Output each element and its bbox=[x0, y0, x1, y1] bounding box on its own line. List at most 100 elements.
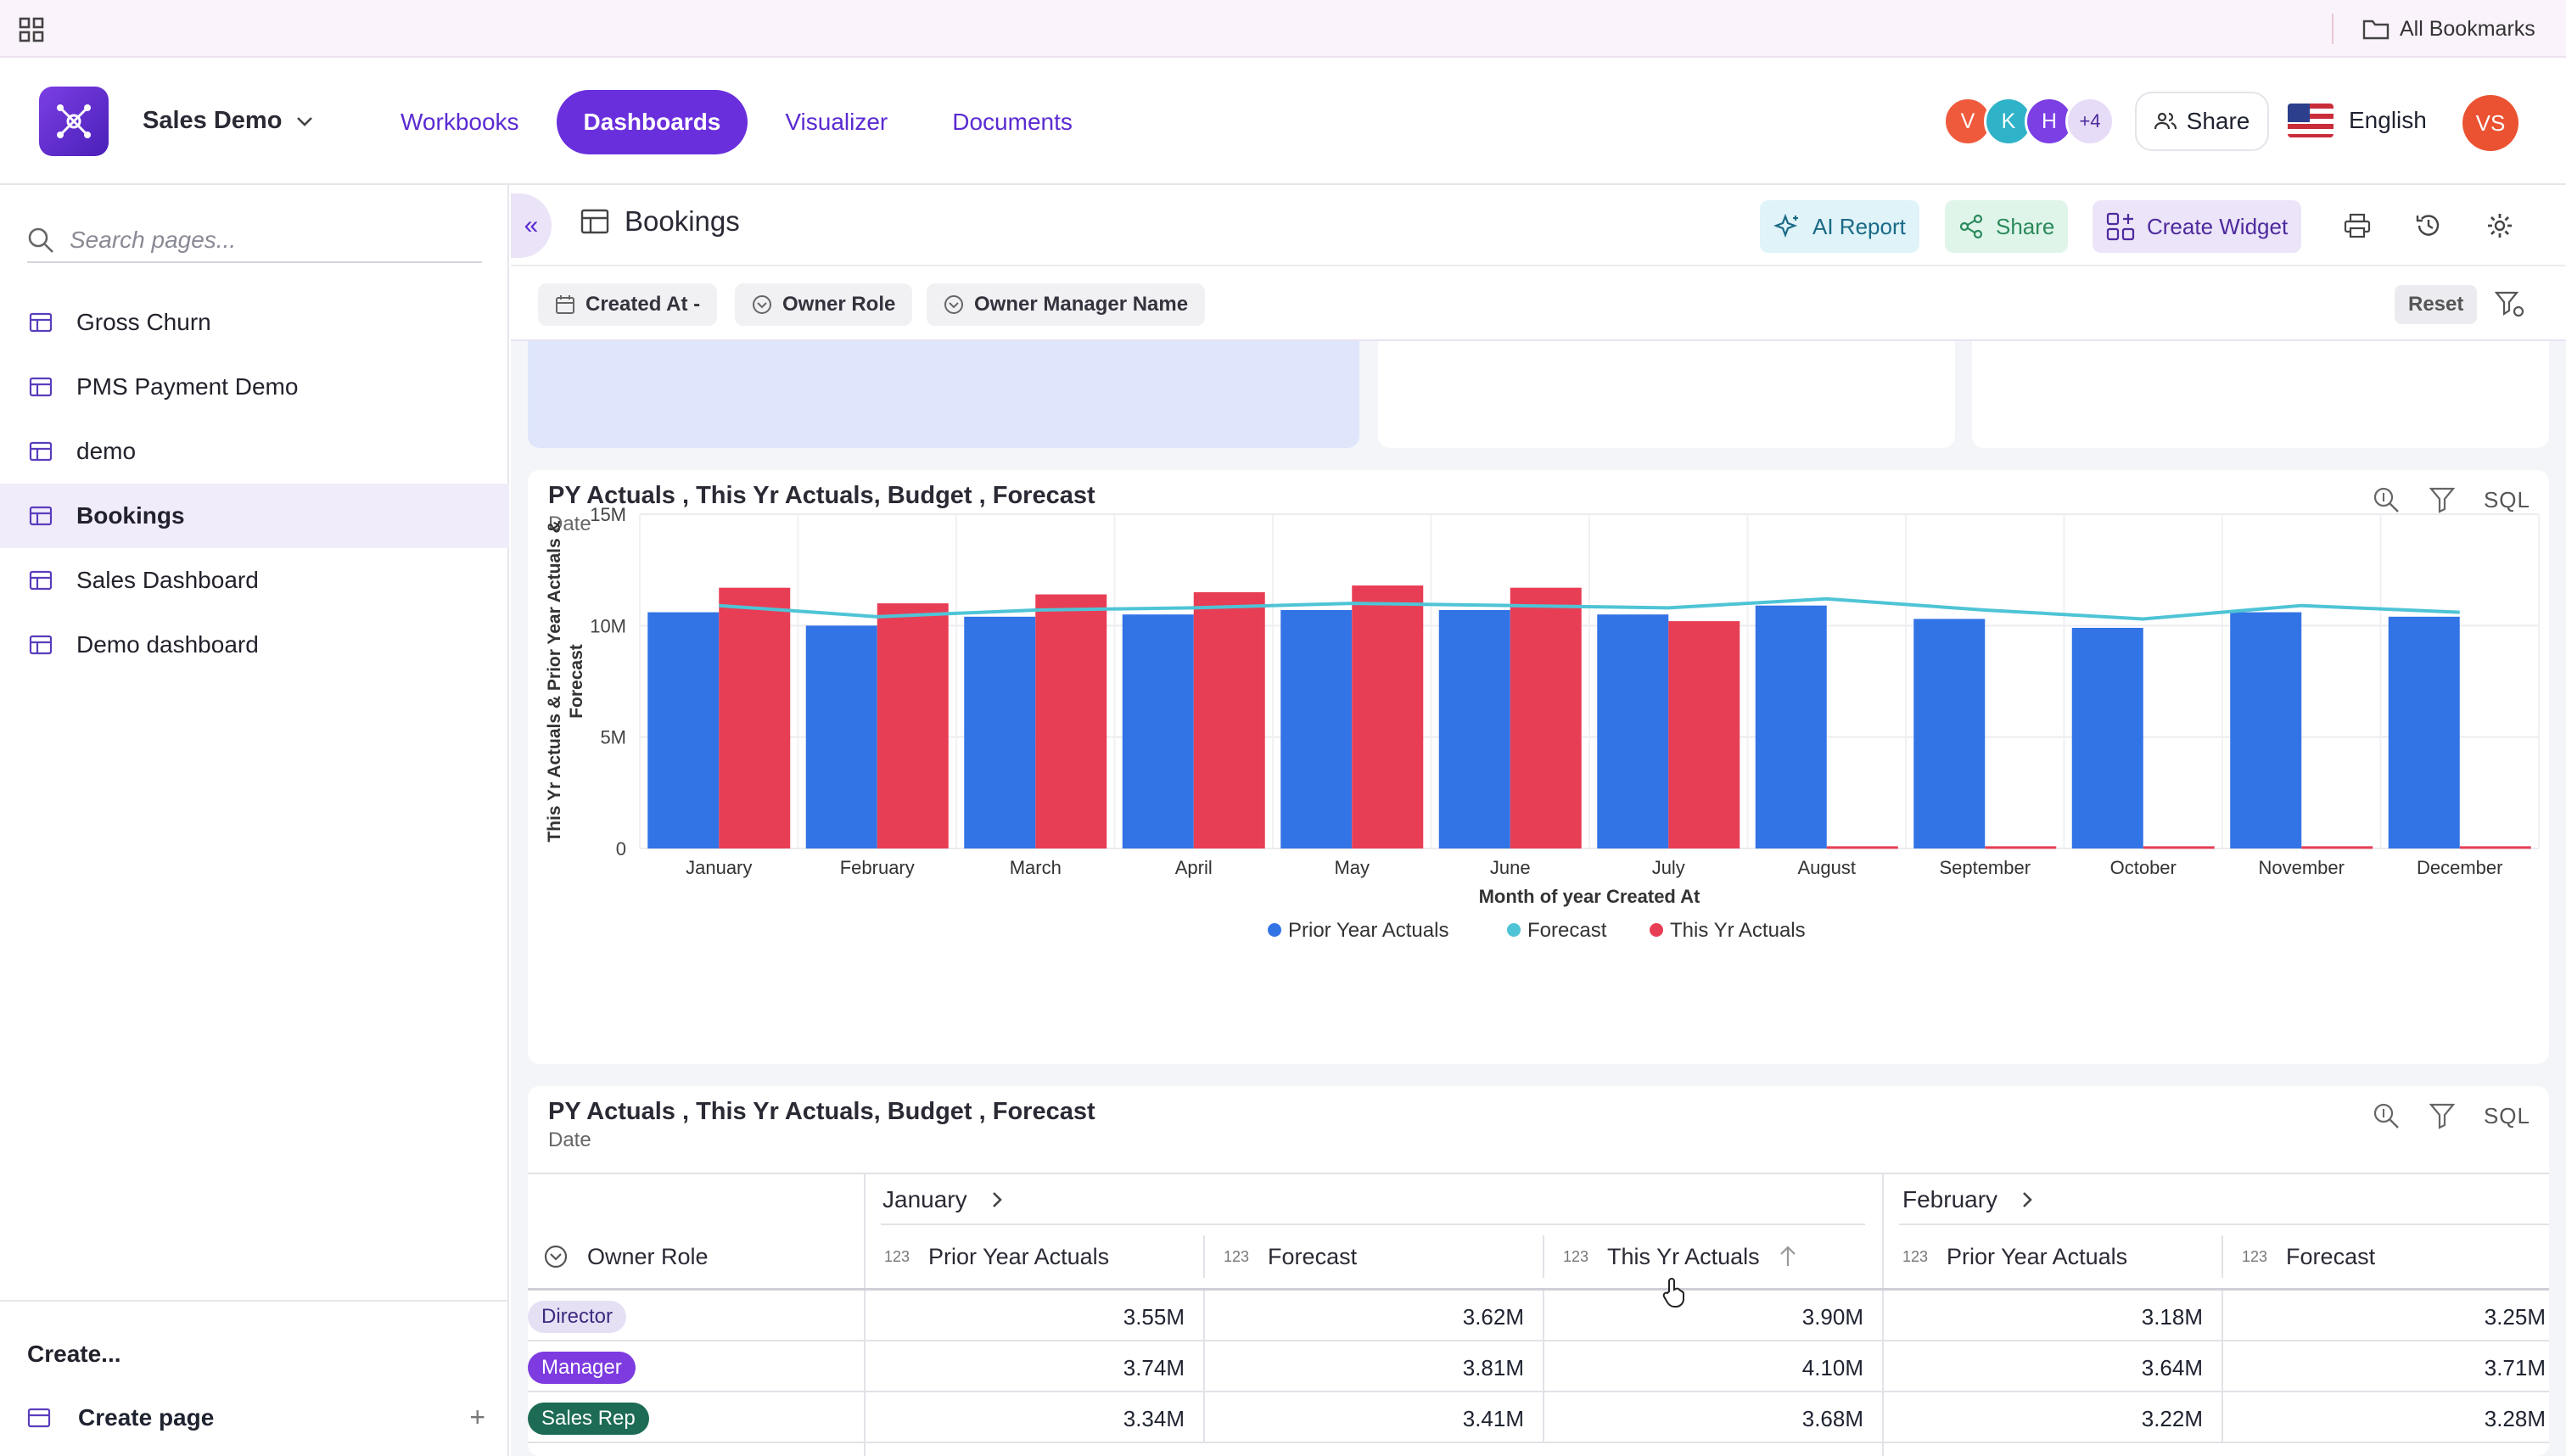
row-header-owner-role[interactable]: Owner Role bbox=[543, 1225, 709, 1288]
history-button[interactable] bbox=[2410, 207, 2447, 244]
chevron-circle-icon bbox=[944, 295, 963, 314]
table-icon bbox=[29, 570, 53, 591]
sidebar-item-demo[interactable]: demo bbox=[0, 419, 509, 484]
app-logo[interactable] bbox=[39, 87, 109, 156]
legend-marker bbox=[1268, 923, 1281, 937]
x-tick-label: April bbox=[1175, 857, 1213, 878]
apps-grid-icon[interactable] bbox=[19, 17, 44, 42]
sidebar-item-bookings[interactable]: Bookings bbox=[0, 484, 509, 548]
number-type-icon: 123 bbox=[884, 1247, 910, 1265]
zoom-icon[interactable] bbox=[2372, 485, 2401, 514]
search-pages-input[interactable]: Search pages... bbox=[27, 219, 482, 263]
all-bookmarks-button[interactable]: All Bookmarks bbox=[2362, 14, 2535, 44]
column-header[interactable]: 123 Prior Year Actuals bbox=[1902, 1225, 2127, 1288]
bar-prior-year-actuals bbox=[1438, 609, 1510, 848]
bar-chart: 0 5M 10M 15M January February March April May Jun… bbox=[545, 504, 2540, 942]
x-tick-label: July bbox=[1652, 857, 1685, 878]
table-row[interactable]: Sales Rep 3.34M 3.41M 3.68M 3.22M 3.28M bbox=[528, 1392, 2549, 1443]
row-divider bbox=[528, 1442, 2549, 1443]
column-divider bbox=[1203, 1341, 1205, 1392]
legend-label: This Yr Actuals bbox=[1670, 919, 1806, 942]
chart-tools: SQL bbox=[2372, 485, 2530, 514]
ai-report-button[interactable]: AI Report bbox=[1760, 200, 1919, 253]
column-divider bbox=[1203, 1291, 1205, 1341]
filter-chip-created-at[interactable]: Created At - bbox=[538, 283, 718, 326]
nav-workbooks[interactable]: Workbooks bbox=[401, 109, 519, 135]
workspace-name: Sales Demo bbox=[143, 107, 283, 134]
settings-button[interactable] bbox=[2481, 207, 2518, 244]
legend-marker bbox=[1650, 923, 1663, 937]
divider bbox=[1899, 1224, 2549, 1225]
number-type-icon: 123 bbox=[1224, 1247, 1250, 1265]
bar-this-yr-actuals bbox=[1352, 585, 1424, 848]
page-title-text: Bookings bbox=[625, 205, 740, 237]
x-tick-label: September bbox=[1939, 857, 2031, 878]
sidebar-item-pms-payment-demo[interactable]: PMS Payment Demo bbox=[0, 355, 509, 419]
column-divider bbox=[864, 1341, 866, 1392]
column-header[interactable]: 123 This Yr Actuals bbox=[1563, 1225, 1797, 1288]
print-button[interactable] bbox=[2339, 207, 2376, 244]
create-label[interactable]: Create... bbox=[27, 1341, 121, 1367]
kpi-card[interactable] bbox=[528, 341, 1359, 448]
table-cell: 3.64M bbox=[2141, 1355, 2203, 1380]
sql-button[interactable]: SQL bbox=[2483, 1102, 2530, 1128]
sql-button[interactable]: SQL bbox=[2483, 486, 2530, 512]
number-type-icon: 123 bbox=[1902, 1247, 1929, 1265]
sidebar-item-sales-dashboard[interactable]: Sales Dashboard bbox=[0, 548, 509, 613]
bar-prior-year-actuals bbox=[964, 616, 1036, 848]
collapse-sidebar-button[interactable]: « bbox=[511, 193, 552, 258]
table-subtitle: Date bbox=[548, 1128, 591, 1151]
sidebar-item-demo-dashboard[interactable]: Demo dashboard bbox=[0, 613, 509, 677]
column-header[interactable]: 123 Forecast bbox=[1224, 1225, 1357, 1288]
create-widget-button[interactable]: Create Widget bbox=[2093, 200, 2302, 253]
filter-settings-icon[interactable] bbox=[2495, 290, 2525, 319]
filter-icon[interactable] bbox=[2429, 486, 2455, 513]
header-share-button[interactable]: Share bbox=[2135, 92, 2269, 151]
plus-icon[interactable]: + bbox=[469, 1402, 485, 1432]
kpi-card[interactable] bbox=[1378, 341, 1955, 448]
table-row[interactable]: Director 3.55M 3.62M 3.90M 3.18M 3.25M bbox=[528, 1291, 2549, 1341]
double-chevron-left-icon: « bbox=[524, 211, 539, 239]
user-avatar[interactable]: VS bbox=[2462, 95, 2518, 151]
table-icon bbox=[29, 506, 53, 526]
filter-chip-label: Owner Role bbox=[782, 293, 896, 316]
column-header[interactable]: 123 Prior Year Actuals bbox=[884, 1225, 1109, 1288]
language-selector[interactable]: English bbox=[2288, 104, 2427, 137]
month-group-february[interactable]: February bbox=[1902, 1174, 2033, 1225]
bar-prior-year-actuals bbox=[2230, 612, 2302, 848]
filter-chip-owner-manager-name[interactable]: Owner Manager Name bbox=[927, 283, 1206, 326]
sidebar-item-gross-churn[interactable]: Gross Churn bbox=[0, 290, 509, 355]
avatar[interactable]: H bbox=[2025, 97, 2074, 146]
sidebar-item-label: Sales Dashboard bbox=[76, 567, 259, 593]
sidebar-item-label: Bookings bbox=[76, 502, 185, 529]
column-divider bbox=[2221, 1392, 2223, 1443]
bar-prior-year-actuals bbox=[805, 625, 877, 848]
sidebar-create-section: Create... Create page + bbox=[0, 1300, 509, 1456]
column-header[interactable]: 123 Forecast bbox=[2242, 1225, 2375, 1288]
zoom-icon[interactable] bbox=[2372, 1101, 2401, 1130]
filter-icon[interactable] bbox=[2429, 1102, 2455, 1129]
collaborator-avatars[interactable]: V K H +4 bbox=[1943, 97, 2115, 146]
nav-dashboards[interactable]: Dashboards bbox=[556, 90, 748, 154]
workspace-selector[interactable]: Sales Demo bbox=[143, 107, 314, 135]
create-page-button[interactable]: Create page + bbox=[27, 1402, 485, 1433]
sidebar-item-label: Gross Churn bbox=[76, 309, 211, 335]
dashboard-main: « Bookings AI Report Share Create Widget bbox=[511, 185, 2566, 1456]
page-title: Bookings bbox=[580, 205, 740, 238]
divider bbox=[2221, 1235, 2223, 1278]
kpi-card[interactable] bbox=[1972, 341, 2549, 448]
nav-documents[interactable]: Documents bbox=[952, 109, 1073, 135]
bar-this-yr-actuals bbox=[1035, 594, 1107, 848]
sort-ascending-icon[interactable] bbox=[1779, 1246, 1797, 1268]
page-share-button[interactable]: Share bbox=[1945, 200, 2069, 253]
filter-chip-owner-role[interactable]: Owner Role bbox=[735, 283, 913, 326]
x-tick-label: November bbox=[2259, 857, 2345, 878]
table-cell: 3.74M bbox=[1123, 1355, 1185, 1380]
nav-visualizer[interactable]: Visualizer bbox=[785, 109, 888, 135]
header-share-label: Share bbox=[2186, 108, 2250, 134]
avatar-more-count[interactable]: +4 bbox=[2065, 97, 2115, 146]
column-header-label: Forecast bbox=[1268, 1243, 1358, 1269]
month-group-january[interactable]: January bbox=[882, 1174, 1003, 1225]
reset-filters-button[interactable]: Reset bbox=[2395, 285, 2478, 324]
table-row[interactable]: Manager 3.74M 3.81M 4.10M 3.64M 3.71M bbox=[528, 1341, 2549, 1392]
